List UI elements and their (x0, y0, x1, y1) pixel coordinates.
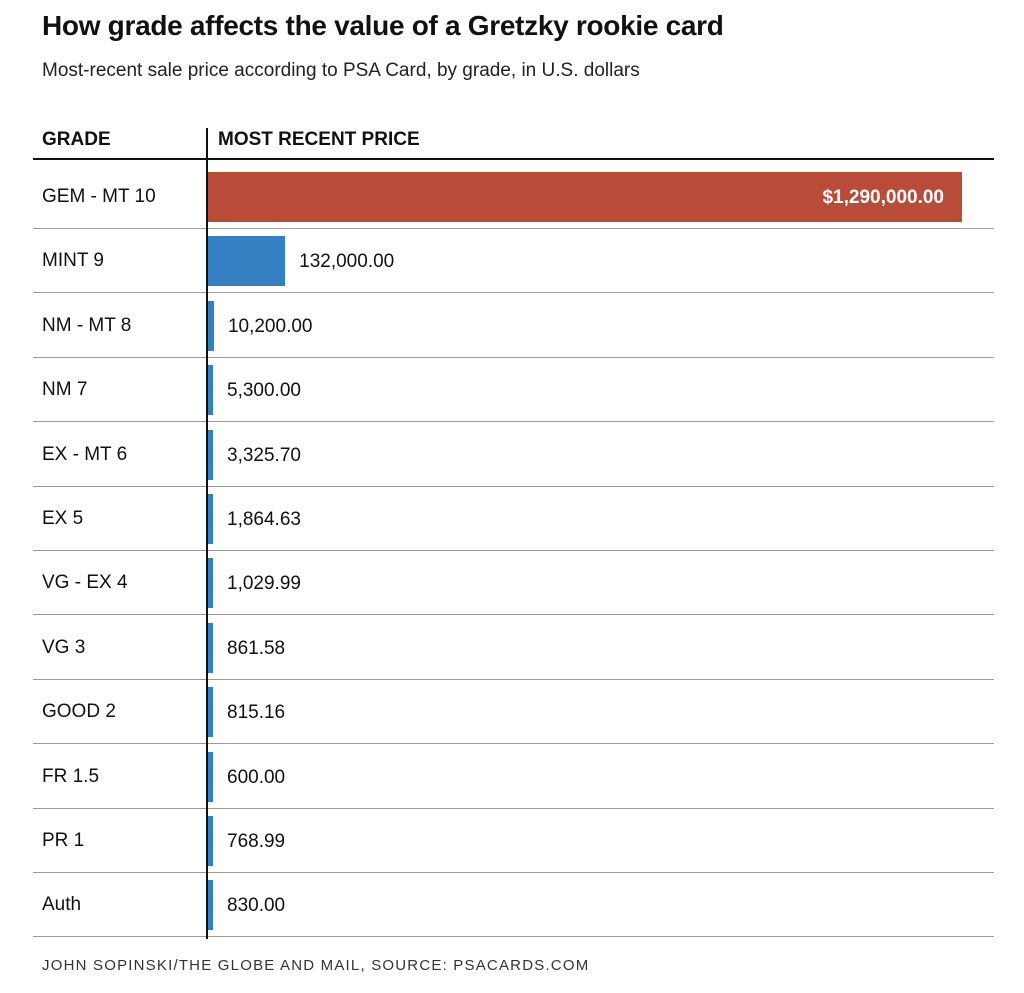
bar (208, 816, 213, 866)
chart-row: Auth 830.00 (33, 873, 994, 938)
bar (208, 751, 213, 802)
row-divider (33, 356, 994, 358)
bar (208, 172, 962, 222)
chart-row: NM - MT 8 10,200.00 (33, 294, 994, 358)
grade-label: VG 3 (42, 636, 86, 658)
value-label: 768.99 (227, 831, 286, 852)
grade-label: GEM - MT 10 (42, 186, 156, 207)
grade-label: PR 1 (42, 830, 85, 851)
row-divider (33, 485, 994, 487)
grade-label: FR 1.5 (42, 765, 100, 787)
grade-label: VG - EX 4 (42, 572, 128, 594)
bar (208, 300, 214, 351)
value-label: $1,290,000.00 (822, 187, 944, 208)
chart-row: EX - MT 6 3,325.70 (33, 423, 994, 487)
chart-row: GEM - MT 10 $1,290,000.00 (33, 165, 994, 229)
row-divider (33, 807, 994, 809)
bar (208, 236, 286, 287)
grade-label: NM 7 (42, 379, 88, 401)
bar (208, 622, 213, 673)
value-label: 1,029.99 (227, 573, 301, 595)
value-label: 132,000.00 (299, 251, 395, 273)
header-rule (33, 158, 994, 160)
chart-row: FR 1.5 600.00 (33, 745, 994, 809)
grade-label: EX 5 (42, 508, 84, 529)
column-header-grade: GRADE (42, 129, 111, 150)
chart-title: How grade affects the value of a Gretzky… (42, 10, 724, 41)
row-divider (33, 678, 994, 680)
grade-label: EX - MT 6 (42, 443, 128, 465)
bar (208, 687, 213, 738)
vertical-axis-line (206, 128, 208, 939)
chart-row: EX 5 1,864.63 (33, 487, 994, 551)
value-label: 815.16 (227, 702, 286, 724)
value-label: 3,325.70 (227, 444, 301, 466)
row-divider (33, 872, 994, 873)
chart-subtitle: Most-recent sale price according to PSA … (42, 60, 640, 81)
row-divider (33, 421, 994, 423)
bar (208, 494, 213, 544)
bar (208, 365, 213, 416)
chart-row: VG 3 861.58 (33, 616, 994, 680)
chart-row: PR 1 768.99 (33, 809, 994, 873)
chart-row: GOOD 2 815.16 (33, 680, 994, 745)
value-label: 10,200.00 (227, 315, 313, 337)
bar (208, 880, 213, 931)
footer-credit: JOHN SOPINSKI/THE GLOBE AND MAIL, SOURCE… (42, 957, 590, 974)
grade-label: MINT 9 (42, 250, 104, 272)
chart-row: VG - EX 4 1,029.99 (33, 551, 994, 616)
grade-label: Auth (42, 894, 82, 916)
value-label: 5,300.00 (227, 380, 301, 402)
grade-label: NM - MT 8 (42, 314, 132, 336)
row-divider (33, 936, 994, 938)
row-divider (33, 228, 994, 229)
chart-row: MINT 9 132,000.00 (33, 229, 994, 294)
grade-label: GOOD 2 (42, 701, 116, 723)
value-label: 600.00 (227, 766, 286, 788)
column-header-price: MOST RECENT PRICE (218, 129, 420, 150)
value-label: 830.00 (227, 895, 286, 917)
row-divider (33, 614, 994, 616)
row-divider (33, 292, 994, 294)
row-divider (33, 550, 994, 551)
value-label: 1,864.63 (227, 509, 301, 530)
bar (208, 558, 213, 609)
bar (208, 429, 213, 480)
row-divider (33, 743, 994, 745)
value-label: 861.58 (227, 637, 286, 659)
chart-row: NM 7 5,300.00 (33, 358, 994, 423)
